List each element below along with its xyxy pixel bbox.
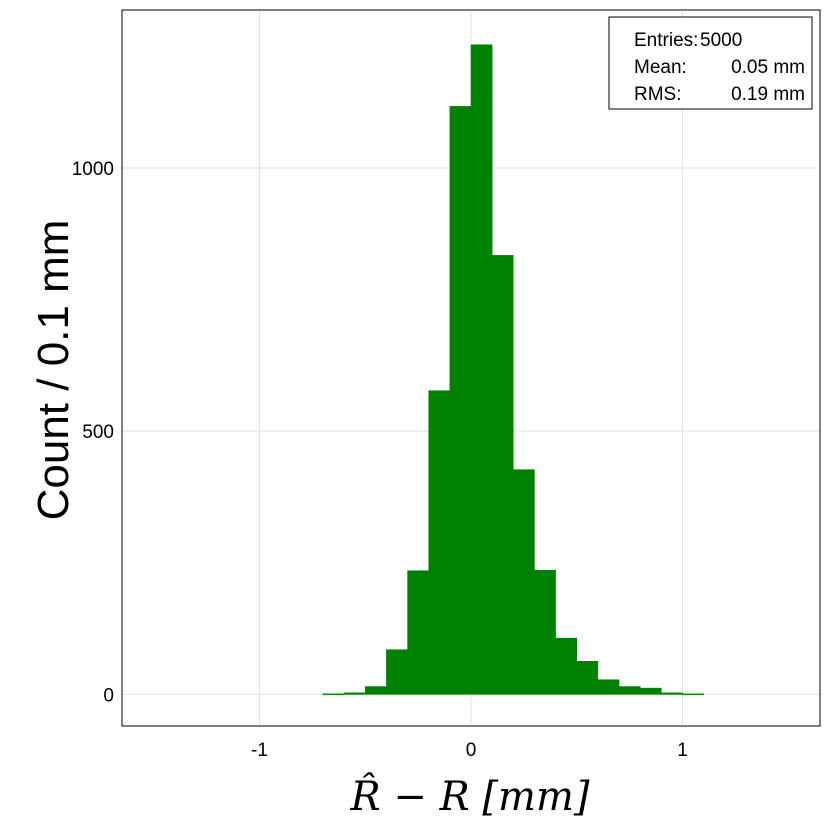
histogram-bar — [491, 255, 514, 695]
y-tick-label: 500 — [82, 422, 114, 443]
x-axis-ticks: -1 0 1 — [251, 740, 688, 761]
legend-box — [608, 16, 813, 110]
legend-entries-value: 5000 — [700, 30, 742, 51]
histogram-bar — [364, 686, 387, 695]
histogram-bar — [470, 44, 493, 695]
y-tick-label: 0 — [103, 685, 114, 706]
x-axis-label: R̂ − R [mm] — [350, 774, 590, 820]
histogram-bars — [322, 44, 704, 696]
x-tick-label: 0 — [466, 740, 477, 761]
histogram-bar — [513, 469, 535, 695]
histogram-bar — [576, 660, 599, 695]
histogram-bar — [661, 692, 683, 695]
legend-rms-value: 0.19 mm — [731, 84, 805, 105]
histogram-bar — [534, 569, 556, 695]
y-axis-label: Count / 0.1 mm — [29, 220, 78, 521]
histogram-bar — [407, 570, 429, 695]
stats-legend: Entries: 5000 Mean: 0.05 mm RMS: 0.19 mm — [608, 16, 813, 110]
histogram-bar — [428, 390, 451, 695]
legend-mean-label: Mean: — [634, 57, 687, 78]
plot-frame — [121, 9, 821, 727]
legend-entries-label: Entries: — [634, 30, 698, 51]
legend-rms-label: RMS: — [634, 84, 682, 105]
histogram-bar — [597, 679, 620, 695]
histogram-bar — [618, 686, 641, 695]
y-tick-label: 1000 — [72, 159, 114, 180]
x-tick-label: 1 — [677, 740, 688, 761]
histogram-bar — [343, 692, 366, 695]
x-tick-label: -1 — [251, 740, 268, 761]
y-axis-ticks: 0 500 1000 — [72, 159, 114, 706]
histogram-bar — [639, 687, 662, 695]
histogram-bar — [322, 693, 345, 696]
histogram-bar — [386, 649, 408, 695]
histogram-bar — [555, 637, 578, 695]
histogram-bar — [449, 106, 472, 695]
legend-mean-value: 0.05 mm — [731, 57, 805, 78]
histogram-bar — [682, 693, 704, 696]
